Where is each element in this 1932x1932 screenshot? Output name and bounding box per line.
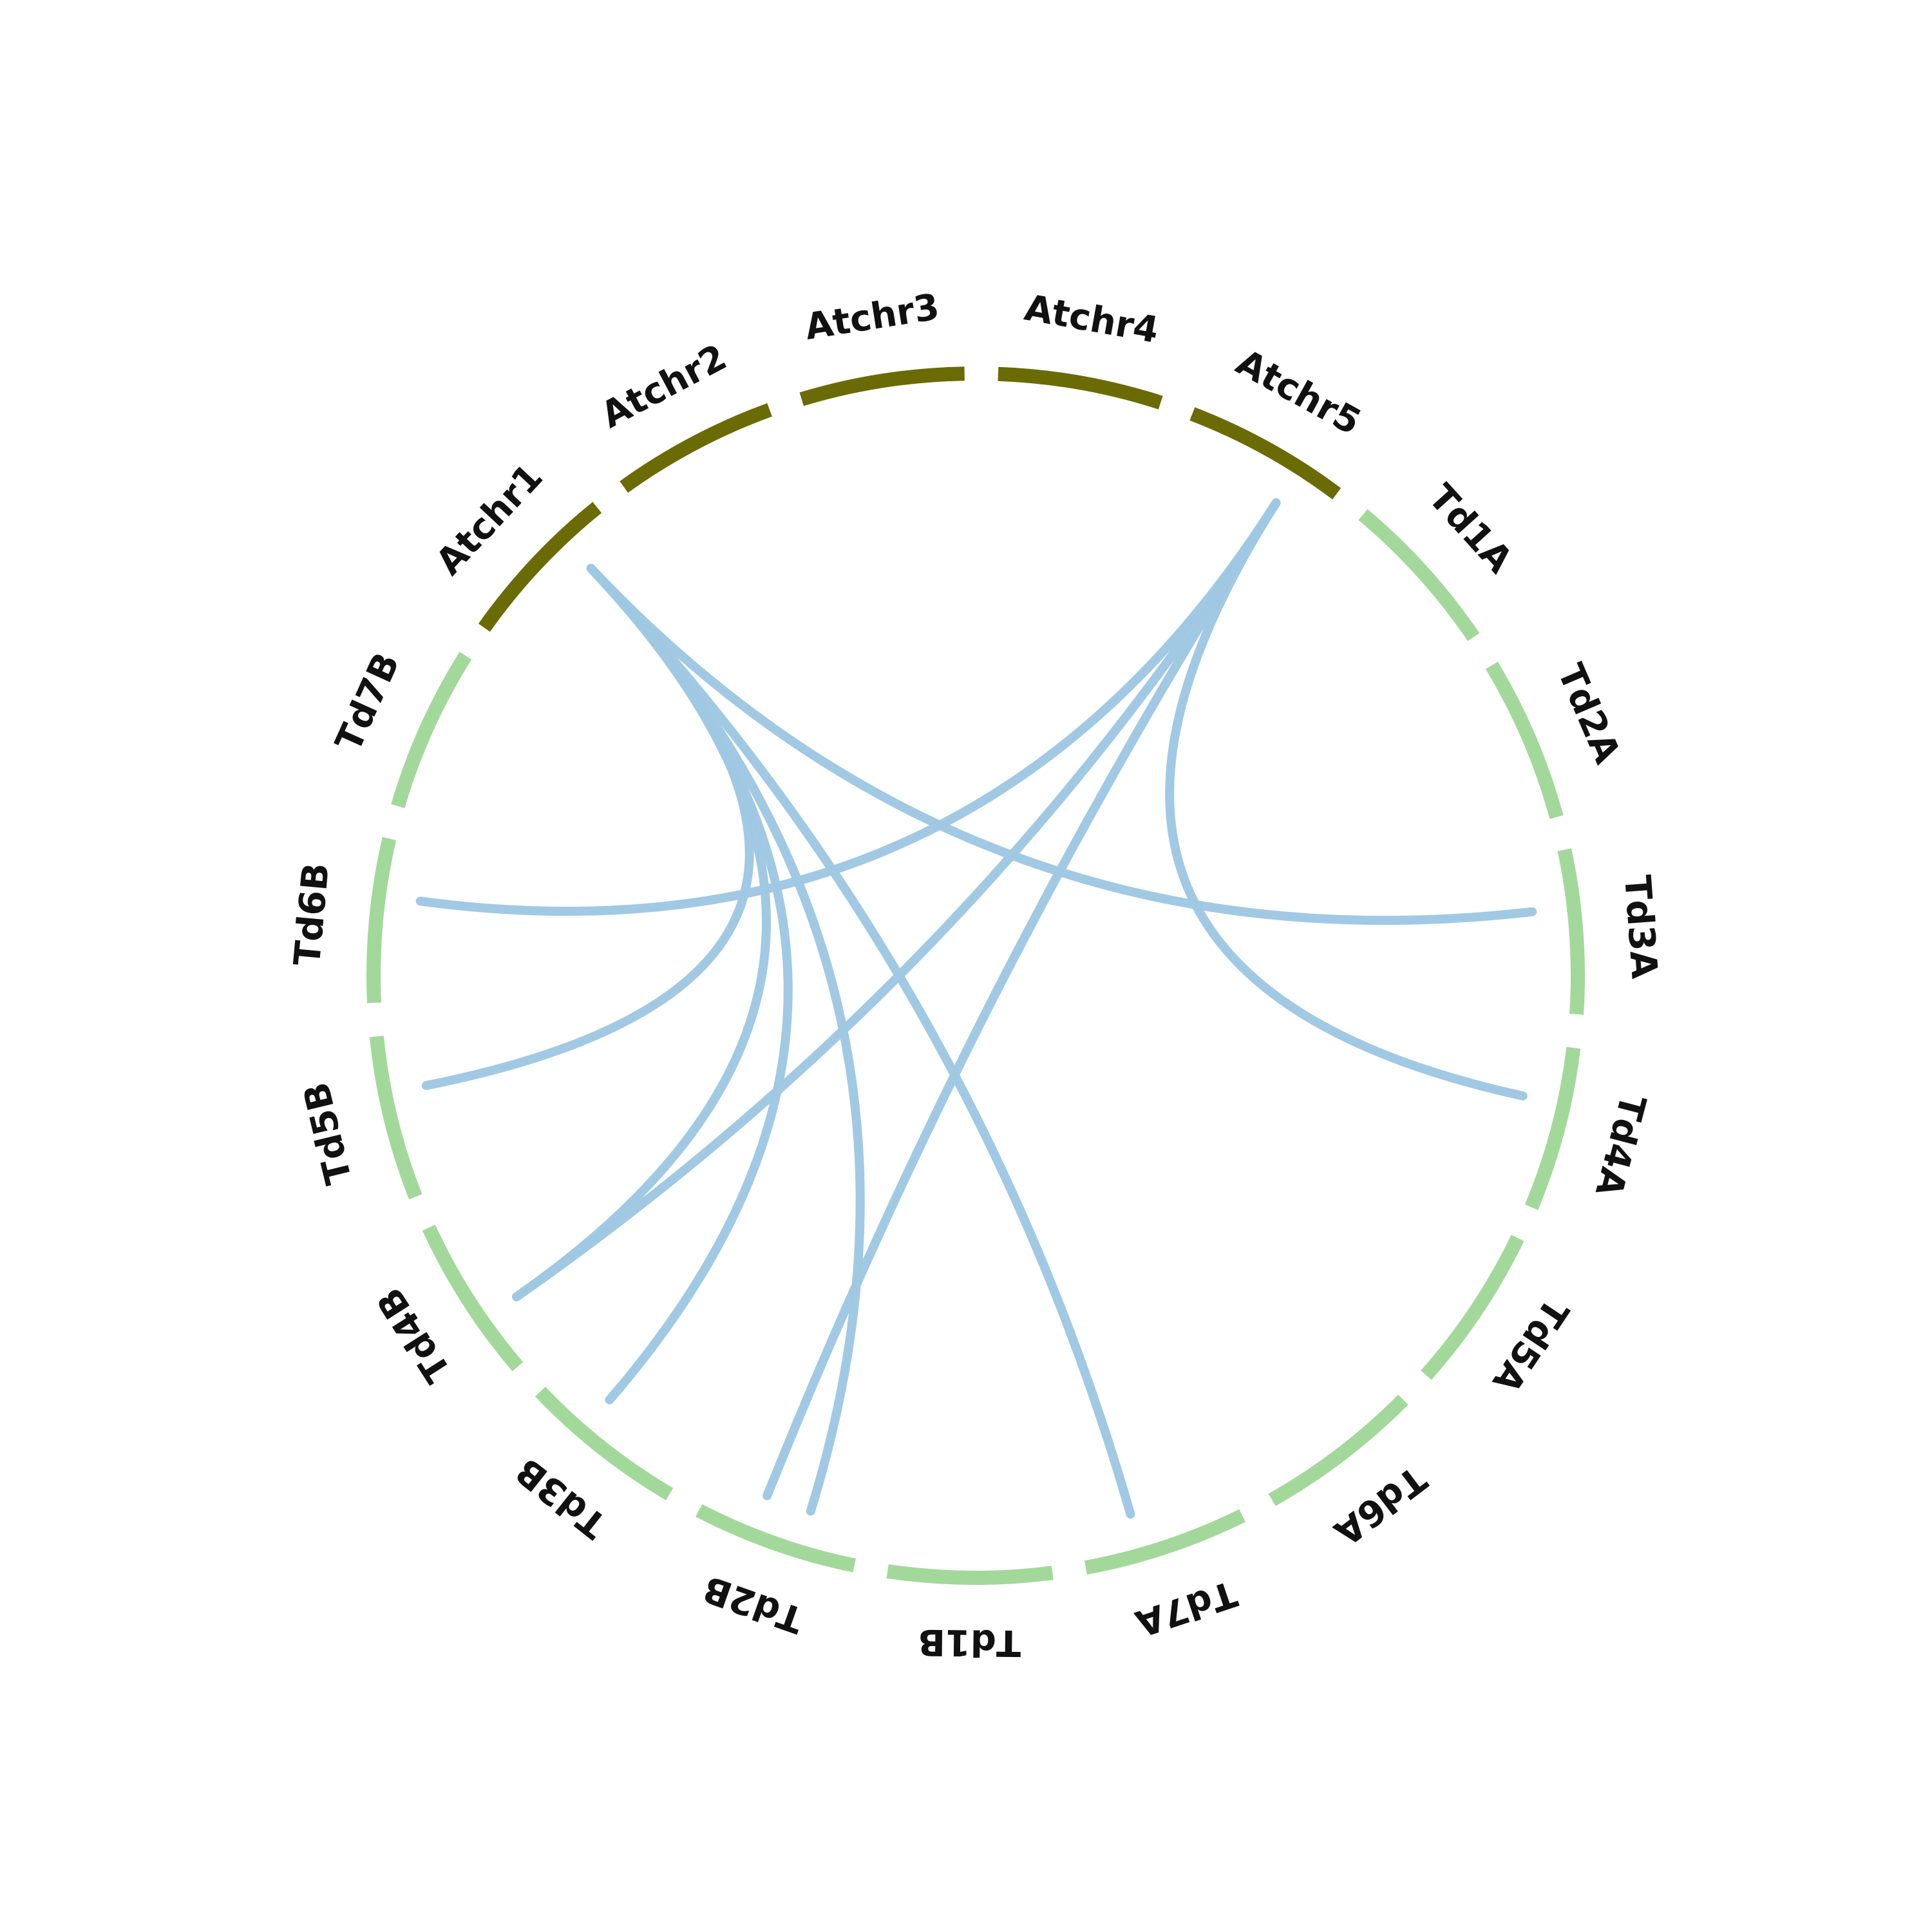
label-td6b: Td6B (287, 861, 337, 967)
segment-td5a (1421, 1235, 1524, 1380)
segment-atchr4 (998, 366, 1163, 410)
segment-atchr2 (620, 403, 772, 493)
label-td2b: Td2B (697, 1567, 808, 1641)
label-atchr5: Atchr5 (1229, 341, 1368, 443)
label-atchr2: Atchr2 (594, 336, 734, 437)
segment-td7b (391, 652, 472, 808)
segment-td3a (1557, 848, 1585, 1015)
link-atchr1-td7a (586, 564, 1135, 1519)
links-layer (415, 498, 1537, 1519)
label-td5a: Td5A (1484, 1291, 1577, 1400)
label-td5b: Td5B (296, 1078, 361, 1188)
label-atchr4: Atchr4 (1021, 287, 1162, 352)
link-atchr5-td6b (415, 498, 1281, 916)
label-td4a: Td4A (1587, 1090, 1654, 1201)
segment-td1a (1358, 509, 1480, 641)
segment-atchr3 (799, 366, 965, 406)
link-atchr1-td3a (586, 564, 1537, 925)
label-td1a: Td1A (1420, 477, 1520, 582)
label-td6a: Td6A (1326, 1457, 1434, 1553)
segment-td5b (369, 1036, 422, 1200)
segment-td4a (1524, 1046, 1581, 1210)
label-td7b: Td7B (328, 647, 408, 758)
segment-td7a (1084, 1509, 1245, 1575)
segment-td3b (535, 1387, 674, 1501)
label-td4b: Td4B (369, 1280, 460, 1390)
label-td2a: Td2A (1549, 658, 1628, 770)
segment-td6b (366, 837, 397, 1003)
segment-td1b (886, 1564, 1054, 1586)
label-td1b: Td1B (918, 1621, 1021, 1664)
segment-td2b (696, 1504, 856, 1573)
link-atchr5-td4a (1165, 498, 1528, 1101)
label-td3a: Td3A (1616, 874, 1665, 981)
segment-td4b (422, 1224, 524, 1372)
link-atchr5-td4b (512, 498, 1281, 1302)
segment-atchr1 (478, 502, 602, 632)
label-td3b: Td3B (508, 1450, 615, 1546)
label-td7a: Td7A (1130, 1572, 1242, 1645)
segment-td2a (1485, 661, 1564, 819)
link-atchr5-td2b (762, 498, 1281, 1501)
segments-layer (366, 366, 1585, 1586)
link-atchr1-td5b (421, 564, 754, 1090)
label-atchr3: Atchr3 (802, 286, 942, 348)
segment-td6a (1268, 1394, 1408, 1506)
segment-atchr5 (1189, 407, 1341, 500)
